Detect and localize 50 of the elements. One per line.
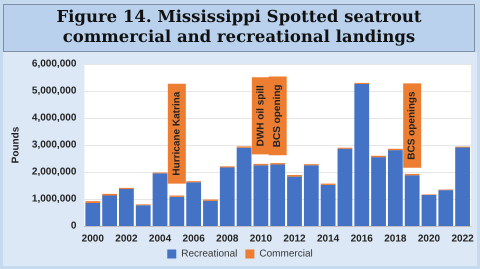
y-axis-title: Pounds bbox=[10, 126, 22, 164]
bar bbox=[253, 165, 268, 226]
annotation: Hurricane Katrina bbox=[171, 91, 182, 176]
bar bbox=[102, 195, 117, 226]
x-tick-label: 2010 bbox=[250, 234, 272, 244]
legend-label: Commercial bbox=[259, 248, 313, 260]
bar bbox=[354, 84, 370, 226]
x-tick-label: 2012 bbox=[283, 234, 306, 244]
bar bbox=[404, 175, 420, 226]
x-tick-label: 2020 bbox=[418, 234, 441, 244]
y-tick-label: 3,000,000 bbox=[32, 140, 77, 150]
y-tick-label: 5,000,000 bbox=[32, 86, 77, 96]
y-tick-label: 2,000,000 bbox=[32, 166, 77, 178]
bar bbox=[236, 148, 252, 226]
annotation: DWH oil spill bbox=[255, 85, 266, 146]
bar bbox=[304, 165, 319, 226]
x-tick-label: 2004 bbox=[148, 234, 172, 244]
y-tick-label: 1,000,000 bbox=[32, 194, 77, 204]
chart-title: Figure 14. Mississippi Spotted seatrout commercial and recreational landings bbox=[3, 4, 475, 52]
y-tick-label: 4,000,000 bbox=[32, 112, 77, 124]
bar bbox=[320, 184, 336, 226]
bar bbox=[203, 200, 218, 226]
bar bbox=[422, 194, 436, 226]
bar bbox=[85, 203, 100, 226]
y-tick-label: 0 bbox=[70, 220, 77, 232]
legend-label: Recreational bbox=[181, 248, 238, 260]
bar bbox=[186, 182, 202, 226]
bar bbox=[438, 190, 454, 226]
bar bbox=[338, 148, 352, 226]
bar bbox=[455, 147, 470, 226]
bar bbox=[220, 167, 235, 226]
x-tick-label: 2006 bbox=[182, 234, 206, 244]
x-tick-label: 2000 bbox=[82, 234, 104, 244]
bar bbox=[287, 176, 302, 226]
x-tick-label: 2014 bbox=[316, 234, 340, 244]
x-tick-label: 2002 bbox=[115, 234, 138, 244]
x-tick-label: 2022 bbox=[451, 234, 474, 244]
bar bbox=[388, 150, 403, 226]
bar bbox=[371, 157, 386, 226]
annotation: BCS opening bbox=[272, 84, 284, 148]
bar bbox=[270, 164, 286, 226]
annotation: BCS openings bbox=[406, 90, 418, 160]
x-tick-label: 2016 bbox=[350, 234, 374, 244]
bar bbox=[169, 196, 184, 226]
x-tick-label: 2008 bbox=[216, 234, 239, 244]
x-tick-label: 2018 bbox=[384, 234, 407, 244]
bar bbox=[119, 189, 134, 226]
bar bbox=[136, 205, 151, 226]
y-tick-label: 6,000,000 bbox=[32, 58, 77, 70]
bar bbox=[152, 173, 168, 226]
